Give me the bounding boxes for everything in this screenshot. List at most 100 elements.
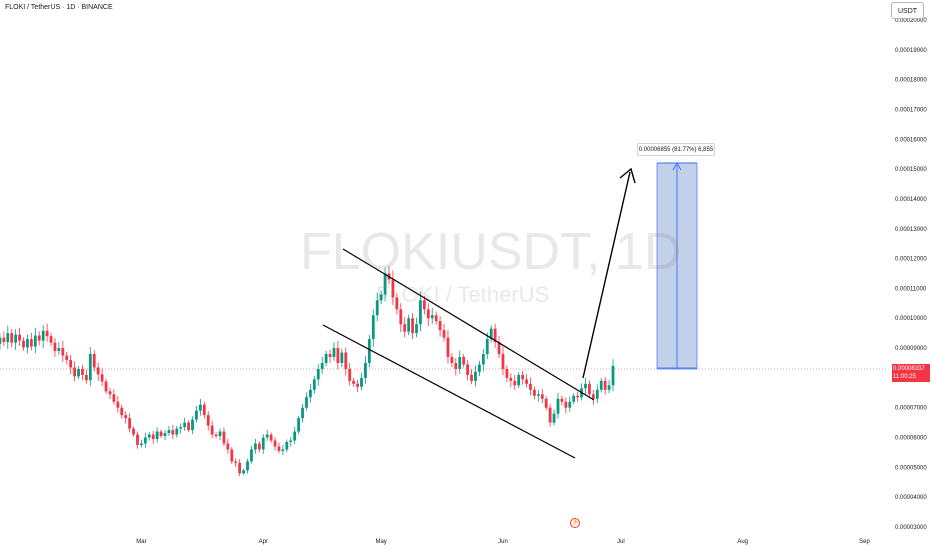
candle-body — [501, 354, 505, 369]
candle-body — [540, 394, 544, 399]
candle-body — [316, 368, 320, 380]
candle-body — [26, 339, 29, 348]
candle-body — [320, 362, 324, 369]
candle-body — [238, 462, 242, 474]
y-tick-label: 0.00009000 — [895, 346, 927, 352]
candle-body — [277, 446, 281, 451]
candle-body — [584, 383, 587, 389]
symbol-header[interactable]: FLOKI / TetherUS · 1D · BINANCE — [5, 4, 113, 11]
candle-body — [29, 339, 33, 347]
x-tick-label: Mar — [136, 539, 146, 545]
candle-body — [132, 428, 135, 435]
candle-body — [175, 428, 179, 435]
x-tick-label: May — [375, 539, 386, 545]
candle-body — [163, 433, 167, 437]
candle-body — [411, 318, 414, 334]
candle-body — [281, 449, 285, 451]
candle-body — [403, 324, 407, 332]
candle-body — [18, 334, 21, 341]
countdown-timer: 11:00:25 — [893, 374, 916, 380]
candle-body — [426, 309, 430, 319]
y-tick-label: 0.00017000 — [895, 107, 927, 113]
candle-body — [120, 407, 124, 416]
candle-body — [367, 339, 371, 363]
candle-body — [128, 418, 132, 429]
candle-body — [458, 357, 462, 369]
candle-body — [104, 381, 108, 392]
candle-body — [599, 380, 603, 390]
last-price-value: 0.00008337 — [893, 366, 925, 372]
lightning-alert-icon[interactable]: ⚡ — [570, 518, 580, 528]
candle-body — [49, 336, 53, 343]
candle-body — [96, 367, 100, 375]
candle-body — [477, 364, 481, 372]
candle-body — [383, 273, 387, 295]
candle-body — [179, 427, 183, 429]
candle-body — [572, 395, 576, 402]
candle-body — [140, 443, 143, 445]
candle-body — [218, 431, 222, 437]
candle-body — [509, 377, 513, 381]
y-tick-label: 0.00012000 — [895, 257, 927, 263]
candle-body — [364, 362, 367, 378]
candle-body — [391, 279, 395, 298]
candle-body — [136, 434, 139, 445]
candle-body — [222, 431, 226, 444]
candle-body — [116, 401, 120, 408]
candle-body — [88, 354, 92, 381]
time-axis: Mar Apr May Jun Jul Aug Sep — [136, 539, 870, 545]
candle-body — [69, 359, 73, 368]
candle-body — [552, 413, 556, 423]
candle-body — [379, 294, 383, 301]
candle-body — [242, 470, 245, 474]
x-tick-label: Jul — [617, 539, 625, 545]
y-tick-label: 0.00016000 — [895, 137, 927, 143]
last-price-tag: 0.00008337 11:00:25 — [892, 364, 930, 382]
channel-upper-trendline[interactable] — [342, 248, 595, 401]
candle-body — [261, 437, 265, 450]
y-tick-label: 0.00015000 — [895, 167, 927, 173]
candle-body — [198, 404, 202, 411]
candle-body — [77, 368, 80, 377]
candle-body — [611, 365, 615, 386]
candle-body — [2, 337, 6, 343]
candle-body — [171, 430, 175, 435]
price-axis: 0.00020000 0.00019000 0.00018000 0.00017000… — [895, 18, 927, 531]
candle-body — [505, 368, 509, 378]
candle-body — [155, 431, 159, 440]
candle-body — [481, 354, 485, 365]
candle-body — [375, 300, 379, 316]
candle-body — [588, 383, 591, 395]
channel-lower-trendline[interactable] — [322, 324, 576, 459]
candle-body — [293, 431, 297, 441]
candle-body — [525, 379, 528, 384]
candle-body — [407, 318, 411, 332]
candle-body — [73, 367, 76, 377]
candle-body — [348, 368, 352, 381]
candle-body — [108, 391, 112, 395]
candle-body — [324, 354, 328, 363]
candle-body — [269, 434, 273, 441]
candle-body — [100, 374, 104, 382]
candle-body — [202, 404, 206, 416]
candle-body — [65, 355, 69, 360]
candle-body — [45, 330, 49, 337]
candle-body — [438, 321, 442, 331]
candle-body — [529, 383, 532, 390]
y-tick-label: 0.00019000 — [895, 48, 927, 54]
candle-body — [53, 342, 57, 352]
candle-body — [210, 425, 214, 435]
candle-body — [470, 374, 473, 381]
candle-body — [92, 354, 96, 368]
candle-body — [442, 330, 446, 338]
currency-button[interactable]: USDT — [891, 2, 924, 19]
candle-body — [309, 389, 312, 398]
projection-arrow[interactable] — [582, 171, 631, 379]
candle-body — [112, 394, 116, 402]
candle-body — [340, 352, 344, 363]
y-tick-label: 0.00003000 — [895, 525, 927, 531]
candle-body — [124, 415, 128, 419]
candle-body — [560, 398, 564, 402]
candle-body — [297, 418, 301, 432]
